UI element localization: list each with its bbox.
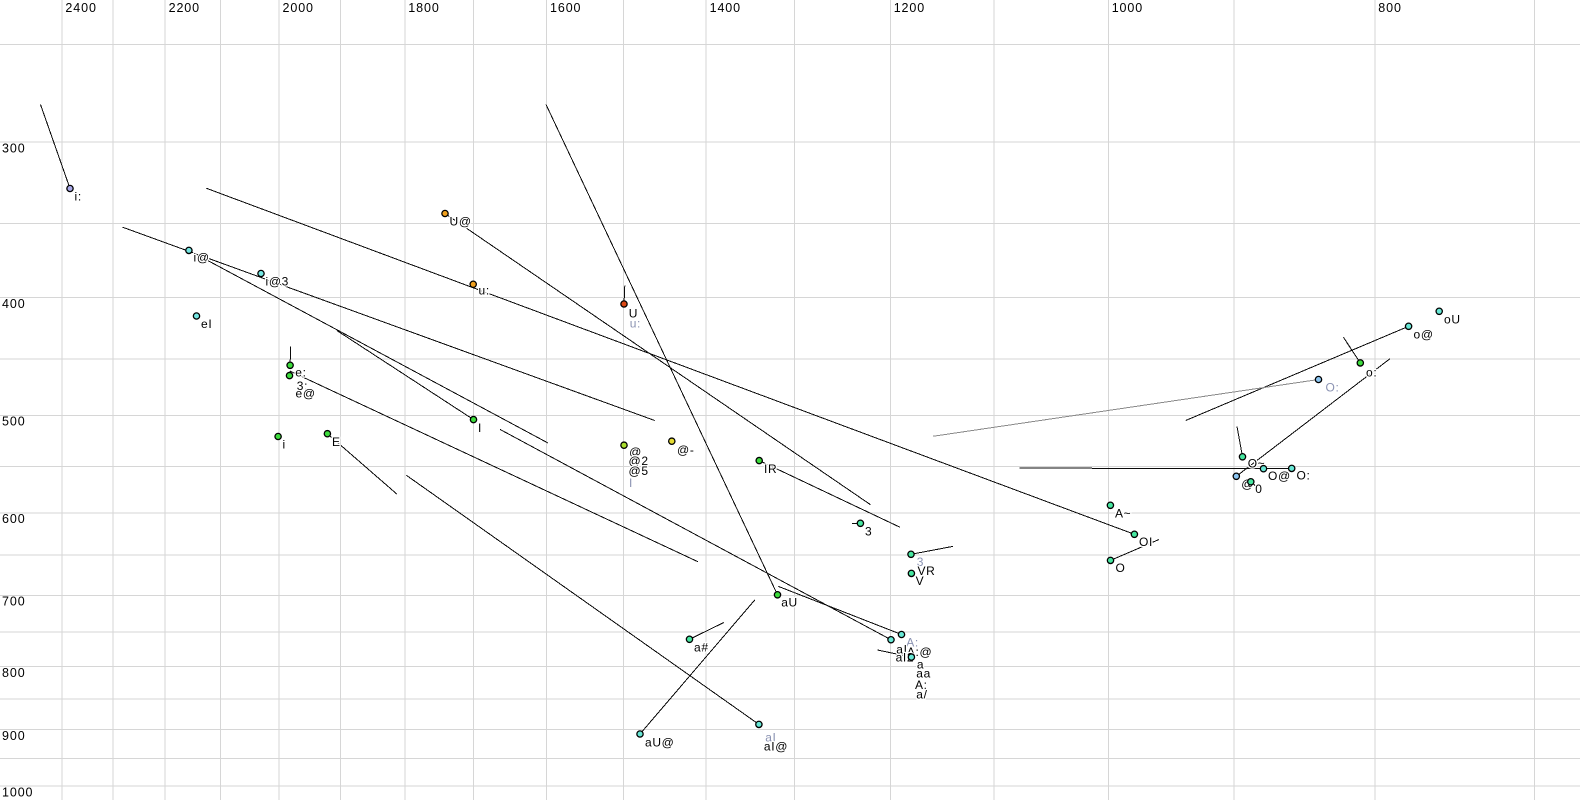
svg-text:I: I [629,476,633,490]
svg-text:3: 3 [865,524,872,538]
svg-text:i:: i: [75,189,82,203]
svg-text:600: 600 [2,512,26,526]
svg-text:i: i [283,437,286,451]
svg-text:O:: O: [1297,468,1311,482]
svg-text:400: 400 [2,297,26,311]
svg-text:i@: i@ [194,250,210,264]
svg-text:a/: a/ [916,687,927,701]
svg-text:aU: aU [781,595,798,609]
svg-text:500: 500 [2,415,26,429]
svg-text:A~: A~ [1115,506,1131,520]
svg-text:300: 300 [2,141,26,155]
svg-text:eI: eI [201,317,212,331]
svg-text:o@: o@ [1414,327,1434,341]
svg-text:u:: u: [630,317,641,331]
svg-text:aI@: aI@ [764,739,788,753]
svg-text:o:: o: [1366,366,1377,380]
svg-text:i@3: i@3 [266,274,289,288]
svg-text:1200: 1200 [894,1,925,15]
svg-text:1400: 1400 [710,1,741,15]
svg-text:I: I [478,421,482,435]
svg-text:e@: e@ [296,387,316,401]
svg-text:0: 0 [1255,482,1262,496]
svg-text:800: 800 [2,666,26,680]
svg-text:900: 900 [2,729,26,743]
svg-text:u:: u: [479,284,490,298]
svg-text:800: 800 [1378,1,1402,15]
svg-text:O: O [1116,561,1126,575]
svg-text:V: V [916,574,925,588]
svg-text:@-: @- [677,443,694,457]
svg-text:1600: 1600 [550,1,581,15]
svg-text:a#: a# [694,640,709,654]
svg-text:E: E [332,435,341,449]
svg-text:oU: oU [1444,312,1461,326]
svg-text:e:: e: [295,366,306,380]
svg-text:1800: 1800 [408,1,439,15]
svg-text:1000: 1000 [2,786,33,800]
svg-text:2200: 2200 [169,1,200,15]
svg-text:O@: O@ [1268,469,1291,483]
svg-text:IR: IR [764,462,777,476]
svg-text:aU@: aU@ [645,735,674,749]
svg-text:OI: OI [1139,535,1153,549]
svg-text:2000: 2000 [283,1,314,15]
svg-text:U@: U@ [450,214,472,228]
svg-text:1000: 1000 [1112,1,1143,15]
svg-text:700: 700 [2,595,26,609]
svg-text:2400: 2400 [65,1,96,15]
svg-text:O:: O: [1326,380,1340,394]
